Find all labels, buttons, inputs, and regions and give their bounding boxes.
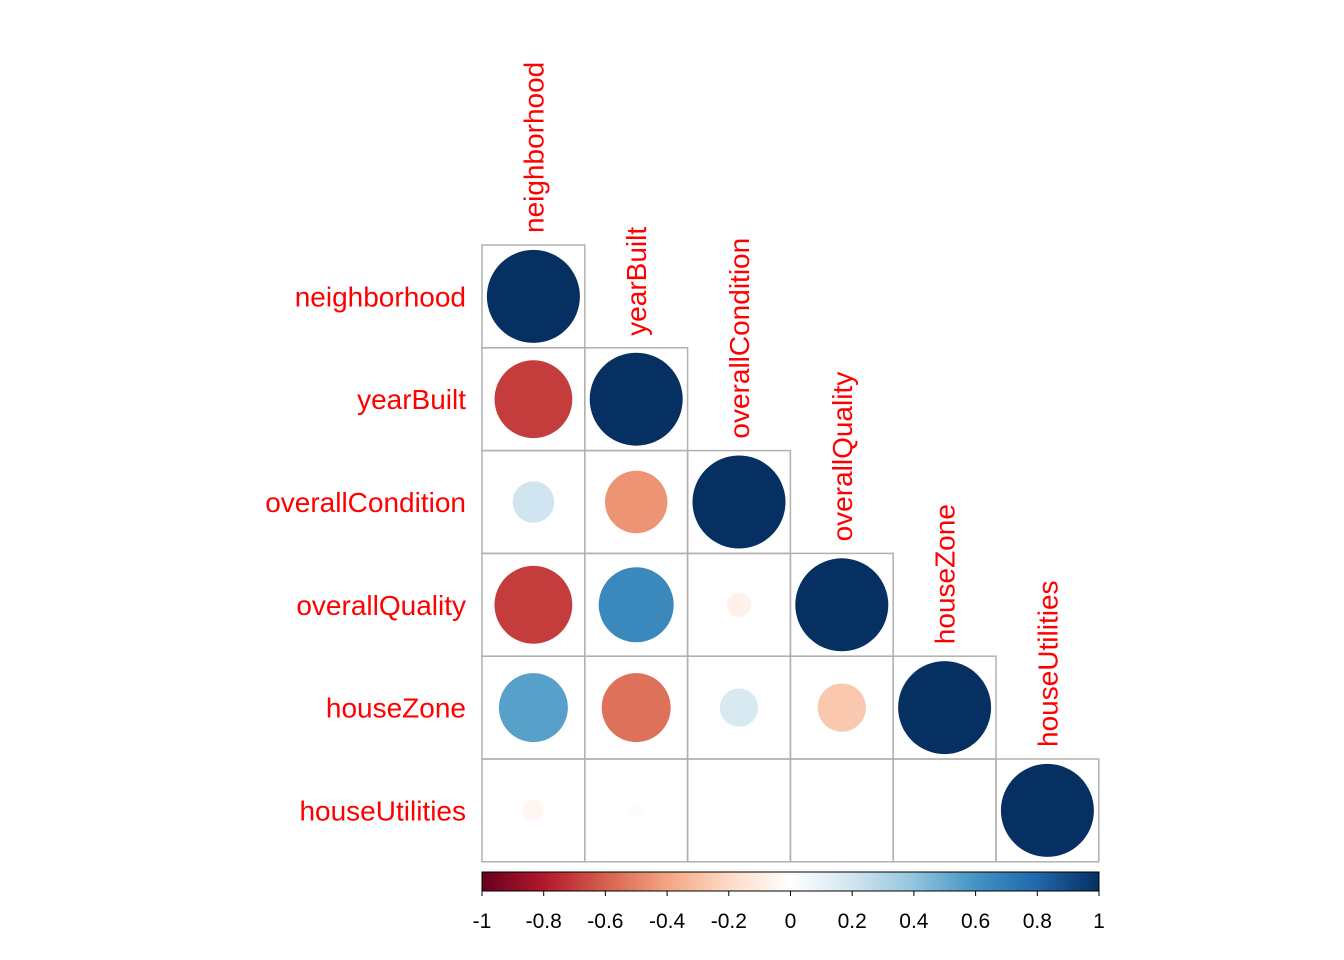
row-label: yearBuilt [357,384,466,415]
corr-circle-yearBuilt-yearBuilt [589,352,683,446]
colorbar: -1 -0.8 -0.6 -0.4 -0.2 0 0.2 0.4 0.6 0.8 1 [473,871,1105,933]
colorbar-tick-label: -0.2 [711,910,747,933]
matrix-cells [481,244,1100,863]
cell-houseUtilities-overallQuality [789,758,894,863]
row-label: houseUtilities [299,795,466,826]
colorbar-tick-label: -1 [473,910,492,933]
row-label: neighborhood [295,281,466,312]
colorbar-tick-label: -0.8 [526,910,562,933]
row-label: overallQuality [296,590,466,621]
corr-circle-overallQuality-overallQuality [795,558,889,652]
colorbar-tick-label: -0.6 [587,910,623,933]
cell-houseUtilities-overallCondition [686,758,792,863]
row-label: overallCondition [265,487,466,518]
cell-houseUtilities-houseZone [892,758,997,863]
cell-houseUtilities-houseUtilities [995,758,1100,863]
column-label: houseZone [930,504,961,644]
colorbar-gradient [481,871,1100,892]
row-labels: neighborhood yearBuilt overallCondition ove… [265,281,466,826]
corr-circle-houseUtilities-yearBuilt [629,803,643,817]
column-labels: neighborhood yearBuilt overallCondition ove… [518,62,1063,747]
column-label: overallQuality [827,372,858,542]
corr-circle-houseZone-overallCondition [719,688,759,727]
colorbar-tick-label: 0.2 [838,910,867,933]
corr-circle-houseZone-overallQuality [817,683,866,732]
colorbar-tick-label: 1 [1093,910,1105,933]
corr-circle-houseUtilities-neighborhood [523,800,544,821]
corr-circle-overallCondition-yearBuilt [605,470,668,534]
colorbar-tick-label: 0.8 [1023,910,1052,933]
corr-circle-overallQuality-yearBuilt [598,567,674,643]
corr-circle-yearBuilt-neighborhood [494,360,573,439]
colorbar-tick-label: 0 [785,910,797,933]
column-label: yearBuilt [621,227,652,336]
corr-circle-neighborhood-neighborhood [486,249,580,343]
colorbar-ticks: -1 -0.8 -0.6 -0.4 -0.2 0 0.2 0.4 0.6 0.8 1 [473,891,1105,933]
corr-circle-overallQuality-neighborhood [494,565,573,644]
column-label: overallCondition [724,238,755,439]
corr-circle-houseZone-yearBuilt [601,673,671,743]
column-label: neighborhood [518,62,549,233]
corr-circle-overallQuality-overallCondition [726,592,752,618]
column-label: houseUtilities [1032,580,1063,747]
corr-circle-houseZone-houseZone [898,661,992,755]
colorbar-tick-label: 0.6 [961,910,990,933]
corr-circle-houseUtilities-houseUtilities [1000,763,1094,857]
corr-circle-overallCondition-neighborhood [512,481,555,523]
row-label: houseZone [326,693,466,724]
colorbar-tick-label: -0.4 [649,910,686,933]
colorbar-tick-label: 0.4 [899,910,929,933]
corr-circle-houseZone-neighborhood [498,673,568,743]
corr-circle-overallCondition-overallCondition [692,455,786,549]
